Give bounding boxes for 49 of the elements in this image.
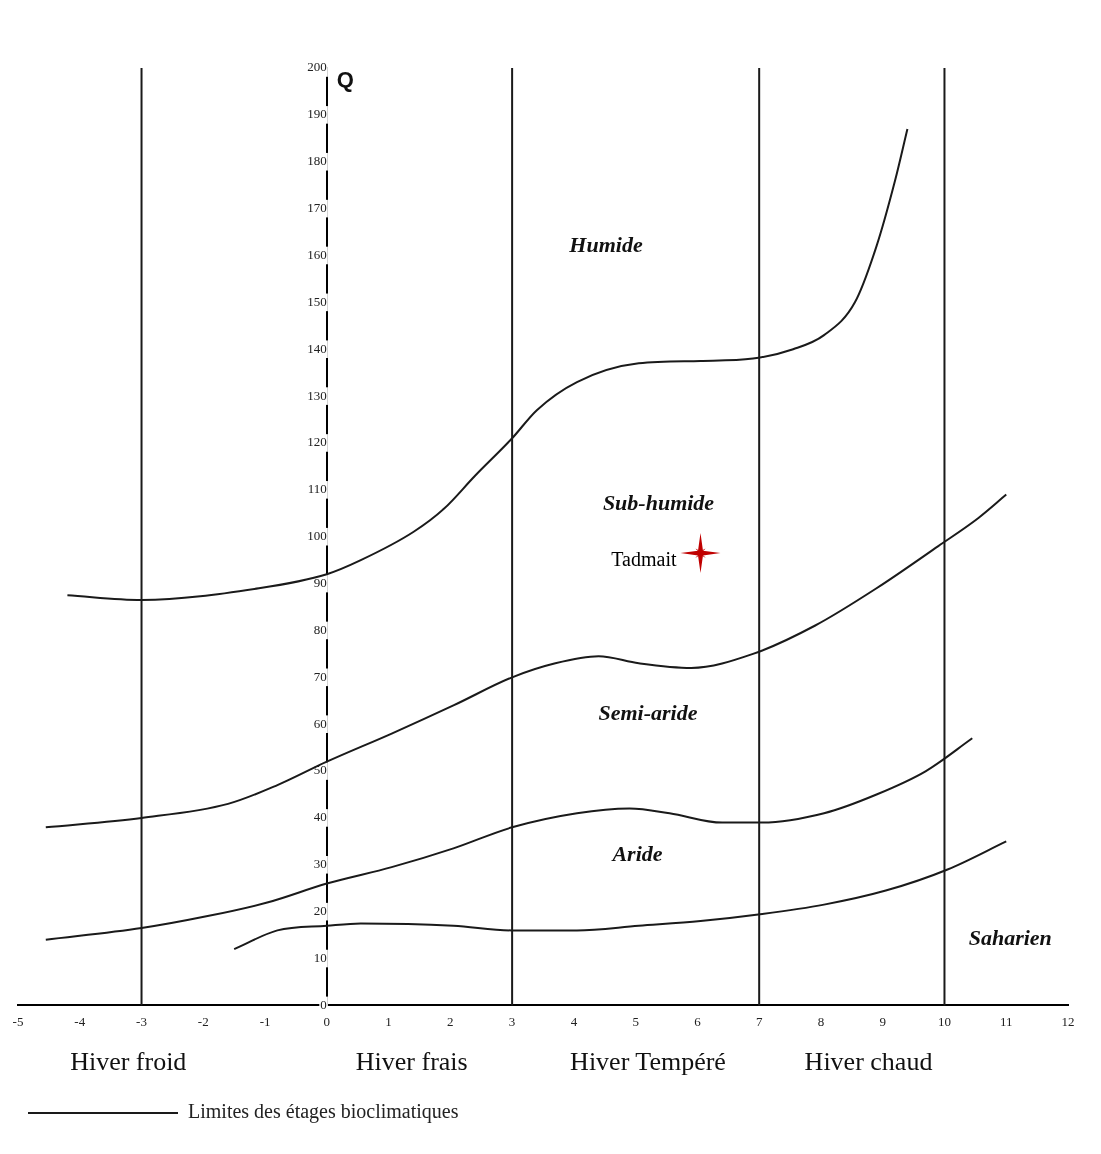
y-tick-label: 70 [313, 668, 327, 684]
y-tick-label: 10 [313, 949, 327, 965]
x-tick-label: 6 [694, 1013, 702, 1029]
x-tick-label: 9 [879, 1013, 886, 1029]
text: Hiver chaud [804, 1046, 933, 1076]
x-tick-label: 12 [1061, 1013, 1075, 1029]
text: Hiver frais [355, 1046, 468, 1076]
x-tick-label: 2 [447, 1013, 454, 1029]
x-tick-label: -3 [136, 1013, 147, 1029]
y-tick-label: 0 [320, 996, 327, 1012]
x-tick-label: 1 [385, 1013, 392, 1029]
x-tick-label: -4 [74, 1013, 86, 1029]
x-tick-label: 7 [755, 1013, 763, 1029]
annotation: Tadmait [611, 548, 677, 571]
y-tick-label: 120 [307, 434, 327, 450]
x-tick-label: 5 [632, 1013, 639, 1029]
y-tick-label: 40 [313, 809, 327, 825]
y-tick-label: 200 [307, 59, 327, 75]
y-tick-label: 150 [307, 293, 327, 309]
y-tick-label: 110 [307, 481, 327, 497]
x-tick-label: -1 [259, 1013, 271, 1029]
y-tick-label: 180 [307, 153, 327, 169]
y-tick-label: 170 [307, 200, 327, 216]
text: Hiver froid [70, 1046, 187, 1076]
x-tick-label: 10 [937, 1013, 951, 1029]
x-tick-label: 8 [817, 1013, 825, 1029]
text: Hiver Tempéré [570, 1046, 726, 1076]
y-tick-label: 160 [307, 246, 327, 262]
x-tick-label: -2 [197, 1013, 209, 1029]
text: Limites des étages bioclimatiques [188, 1100, 459, 1124]
y-tick-label: 20 [313, 903, 327, 919]
y-tick-label: 140 [307, 340, 327, 356]
annotation: Sub-humide [602, 489, 715, 515]
annotation: Aride [610, 841, 663, 867]
y-tick-label: 100 [307, 528, 327, 544]
y-tick-label: 190 [307, 106, 327, 122]
y-tick-label: 60 [313, 715, 327, 731]
x-tick-label: 3 [508, 1013, 516, 1029]
x-tick-label: -5 [12, 1013, 24, 1029]
annotation: Semi-aride [598, 700, 698, 726]
y-tick-label: 130 [307, 387, 327, 403]
y-tick-label: 30 [313, 856, 327, 872]
annotation: Saharien [968, 925, 1052, 951]
y-axis-title: Q [336, 67, 354, 93]
annotation: Humide [568, 231, 643, 257]
x-tick-label: 4 [570, 1013, 578, 1029]
y-tick-label: 90 [313, 574, 327, 590]
x-tick-label: 11 [999, 1013, 1013, 1029]
y-tick-label: 80 [313, 621, 327, 637]
